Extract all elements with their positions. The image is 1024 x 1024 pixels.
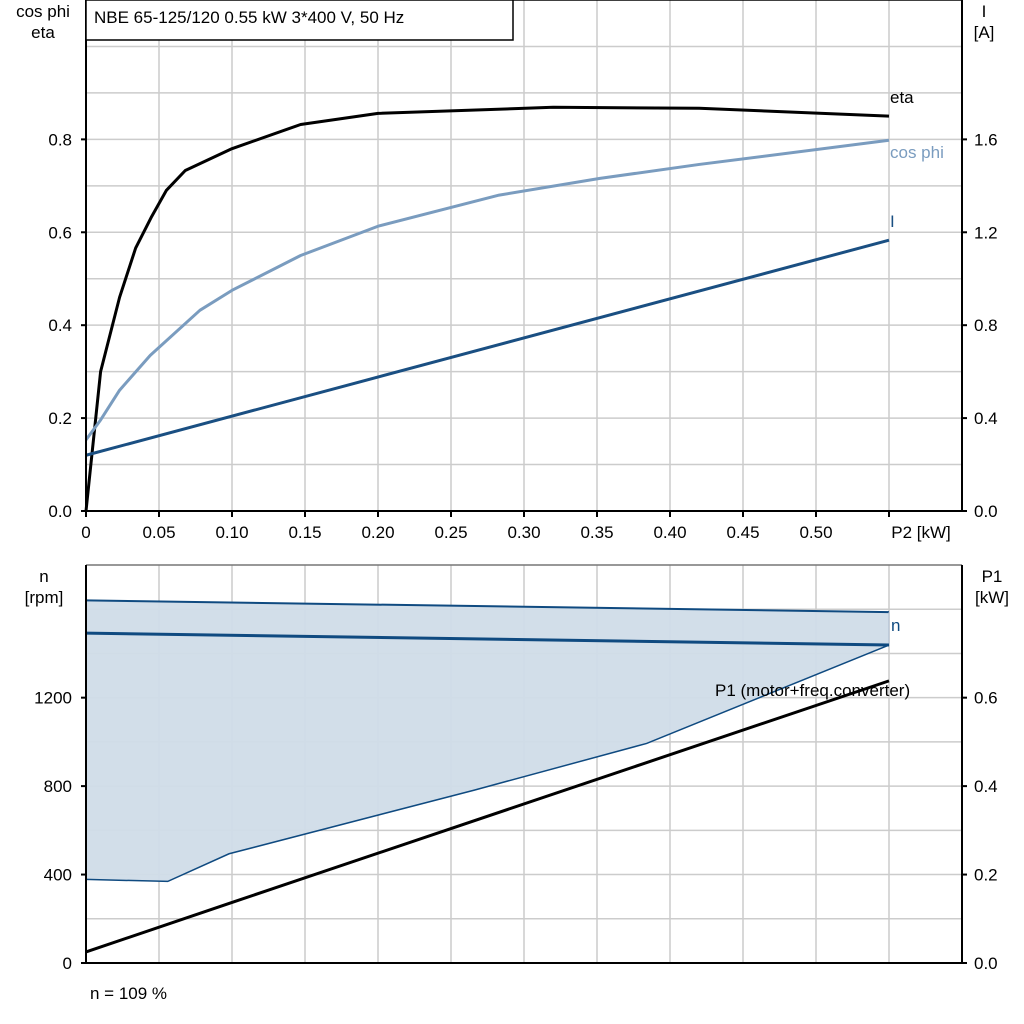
y-tick-label-left: 400 xyxy=(44,866,72,885)
y-tick-label-left: 0.2 xyxy=(48,409,72,428)
y-tick-label-right: 0.2 xyxy=(974,866,998,885)
series-label-n: n xyxy=(891,616,900,635)
y-tick-label-left: 0.6 xyxy=(48,223,72,242)
x-tick-label: 0.10 xyxy=(215,523,248,542)
x-tick-label: 0.35 xyxy=(580,523,613,542)
x-tick-label: 0.45 xyxy=(726,523,759,542)
series-label-cos-phi: cos phi xyxy=(890,143,944,162)
y-tick-label-right: 0.0 xyxy=(974,954,998,973)
y-tick-label-right: 0.6 xyxy=(974,689,998,708)
operating-range-lower-edge xyxy=(85,644,890,883)
y-tick-label-left: 0.4 xyxy=(48,316,72,335)
y-tick-label-right: 1.2 xyxy=(974,223,998,242)
series-line-p1 xyxy=(85,679,890,954)
y-axis-title-right: [A] xyxy=(974,23,995,42)
y-tick-label-left: 0.0 xyxy=(48,502,72,521)
y-tick-label-left: 0 xyxy=(63,954,72,973)
series-label-i: I xyxy=(890,212,895,231)
series-line-n xyxy=(85,631,890,647)
y-tick-label-right: 0.8 xyxy=(974,316,998,335)
x-tick-label: 0.15 xyxy=(288,523,321,542)
x-tick-label: 0 xyxy=(81,523,90,542)
x-axis-title: P2 [kW] xyxy=(891,523,951,542)
x-tick-label: 0.20 xyxy=(361,523,394,542)
y-axis-title-left: n xyxy=(39,567,48,586)
y-axis-title-left: [rpm] xyxy=(25,588,64,607)
x-tick-label: 0.30 xyxy=(507,523,540,542)
operating-range-area xyxy=(86,600,889,882)
chart-title: NBE 65-125/120 0.55 kW 3*400 V, 50 Hz xyxy=(94,8,404,27)
title-box xyxy=(85,0,514,41)
series-label-p1: P1 (motor+freq.converter) xyxy=(715,681,910,700)
y-axis-title-left: cos phi xyxy=(16,2,70,21)
y-axis-title-right: P1 xyxy=(982,567,1003,586)
x-tick-label: 0.40 xyxy=(653,523,686,542)
y-axis-title-right: I xyxy=(982,2,987,21)
y-axis-title-right: [kW] xyxy=(975,588,1009,607)
x-tick-label: 0.25 xyxy=(434,523,467,542)
y-tick-label-left: 1200 xyxy=(34,689,72,708)
y-tick-label-right: 0.0 xyxy=(974,502,998,521)
series-line-i xyxy=(85,238,890,457)
footnote-speed: n = 109 % xyxy=(90,984,167,1003)
y-tick-label-right: 0.4 xyxy=(974,777,998,796)
y-tick-label-left: 800 xyxy=(44,777,72,796)
series-line-cos xyxy=(84,138,890,441)
y-tick-label-right: 1.6 xyxy=(974,130,998,149)
series-label-eta: eta xyxy=(890,88,914,107)
y-tick-label-right: 0.4 xyxy=(974,409,998,428)
series-line-eta xyxy=(84,105,890,512)
x-tick-label: 0.50 xyxy=(799,523,832,542)
x-tick-label: 0.05 xyxy=(142,523,175,542)
y-tick-label-left: 0.8 xyxy=(48,130,72,149)
y-axis-title-left: eta xyxy=(31,23,55,42)
operating-range-upper-edge xyxy=(85,599,890,614)
